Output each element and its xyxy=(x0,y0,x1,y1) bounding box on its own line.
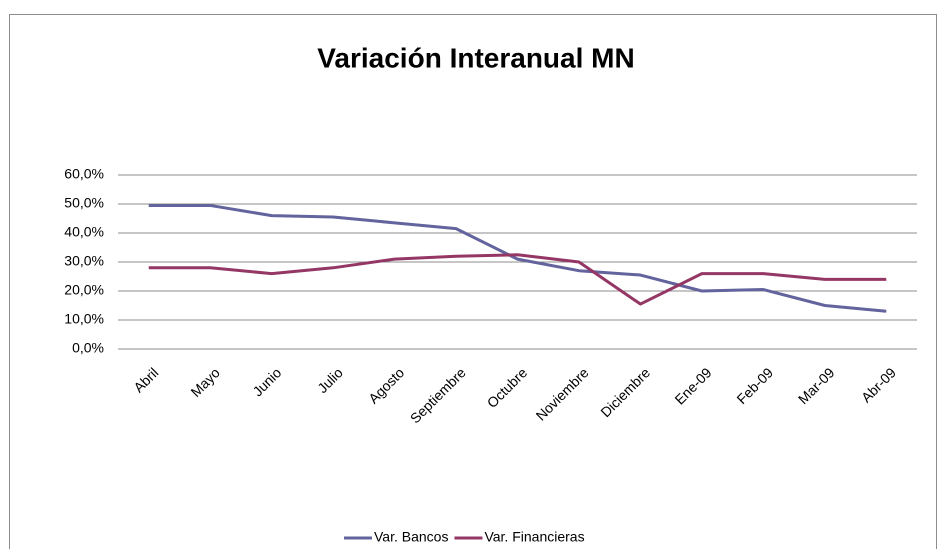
y-tick-label: 60,0% xyxy=(64,166,104,182)
y-tick-label: 40,0% xyxy=(64,224,104,240)
legend-label: Var. Financieras xyxy=(484,529,584,545)
series-line xyxy=(148,253,887,306)
series-line xyxy=(148,203,887,313)
legend-label: Var. Bancos xyxy=(374,529,448,545)
chart-frame xyxy=(9,14,937,549)
y-tick-label: 0,0% xyxy=(72,340,104,356)
chart-title: Variación Interanual MN xyxy=(317,42,634,73)
y-tick-label: 20,0% xyxy=(64,282,104,298)
y-tick-label: 30,0% xyxy=(64,253,104,269)
y-tick-label: 10,0% xyxy=(64,311,104,327)
y-tick-label: 50,0% xyxy=(64,195,104,211)
